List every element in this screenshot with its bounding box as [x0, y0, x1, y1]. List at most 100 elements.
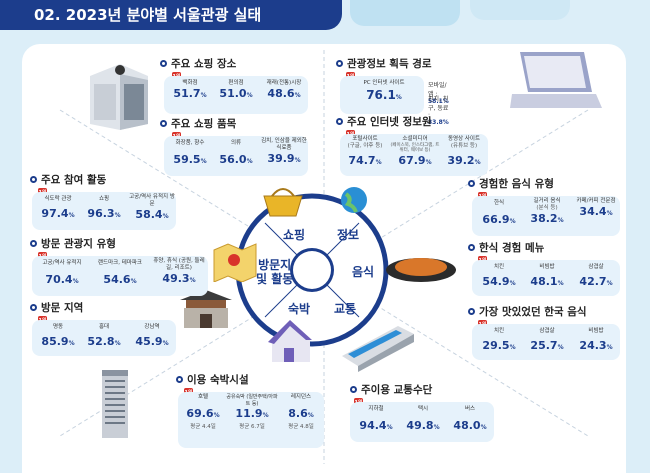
bullet-icon — [30, 240, 37, 247]
stat-label: 홍대 — [98, 324, 110, 330]
stat-unit: % — [114, 340, 121, 347]
section-title: 관광정보 획득 경로 — [336, 56, 432, 71]
stat-sub: (유튜브 등) — [450, 143, 478, 149]
section-title: 방문 지역 — [30, 300, 83, 315]
stat-box — [32, 256, 208, 296]
stat-label: 명동 — [52, 324, 64, 330]
stat-item: 화장품, 향수 59.5% — [168, 140, 212, 168]
stat-item: 비빔밥 24.3% — [572, 328, 620, 354]
stat-box — [164, 76, 308, 114]
stat-label: 카페/커피 전문점 — [576, 198, 616, 204]
stat-unit: % — [114, 212, 121, 219]
section-title: 한식 경험 메뉴 — [468, 240, 544, 255]
stat-value: 8.6 — [288, 407, 308, 420]
stat-label: 김치, 인삼을 제외한 식료품 — [261, 138, 307, 151]
stat-item: 치킨 29.5% — [476, 328, 522, 354]
hub-lodging: 숙박 — [288, 302, 311, 316]
bullet-icon — [336, 60, 343, 67]
stat-item: 식도락 관광 97.4% — [36, 196, 80, 222]
section-title-text: 주요 쇼핑 장소 — [171, 58, 237, 70]
stat-item: 강남역 45.9% — [128, 324, 176, 350]
stat-label: 삼겹살 — [588, 264, 604, 270]
stat-unit: % — [606, 344, 613, 351]
stat-sub: (페이스북, 인스타그램, 트위터, 웨이보 등) — [390, 143, 440, 153]
stat-item: PC 인터넷 사이트 76.1% — [344, 80, 424, 104]
stat-value: 49.8 — [406, 419, 434, 432]
stat-label: 동영상 사이트 — [447, 136, 481, 142]
stat-item: 소셜미디어 (페이스북, 인스타그램, 트위터, 웨이보 등) 67.9% — [390, 136, 440, 169]
section-title: 주요 쇼핑 품목 — [160, 116, 236, 131]
bullet-icon — [468, 244, 475, 251]
hub-visit-line1: 방문지 — [258, 258, 292, 272]
stat-unit: % — [68, 340, 75, 347]
stat-item: 고궁/역사 유적지 방문 58.4% — [128, 194, 176, 223]
stat-value: 96.3 — [87, 207, 115, 220]
stat-box — [164, 136, 308, 176]
stat-value: 97.4 — [41, 207, 69, 220]
hub-visit-line2: 및 활동 — [256, 272, 294, 286]
section-title-text: 가장 맛있었던 한국 음식 — [479, 306, 587, 318]
section-title-text: 방문 지역 — [41, 302, 84, 314]
stat-unit: % — [189, 277, 196, 284]
section-title-text: 경험한 음식 유형 — [479, 178, 554, 190]
stat-value: 69.6 — [186, 407, 214, 420]
stat-box — [472, 260, 620, 296]
stat-value: 52.8 — [87, 335, 115, 348]
channel-label: 모바일/앱 : — [428, 82, 447, 98]
stat-item: 쇼핑 96.3% — [82, 196, 126, 222]
stat-unit: % — [307, 412, 314, 419]
stat-label: 고궁/역사 유적지 — [42, 260, 82, 266]
stat-unit: % — [433, 424, 440, 431]
stat-unit: % — [68, 212, 75, 219]
stat-item: 길거리 음식 (분식 등) 38.2% — [524, 198, 570, 227]
stat-item: 포털사이트 (구글, 야후 등) 74.7% — [340, 136, 390, 169]
map-icon — [213, 243, 257, 282]
stat-value: 70.4 — [45, 273, 73, 286]
page-title: 02. 2023년 분야별 서울관광 실태 — [34, 6, 262, 24]
stat-value: 54.6 — [103, 273, 131, 286]
bullet-icon — [350, 386, 357, 393]
food-plate-illustration — [386, 258, 456, 282]
stat-value: 38.2 — [530, 212, 558, 225]
stat-label: 길거리 음식 — [533, 198, 561, 204]
stat-item: 버스 48.0% — [446, 406, 494, 434]
stat-box — [340, 134, 488, 176]
stat-unit: % — [246, 92, 253, 99]
stat-value: 48.6 — [267, 87, 295, 100]
bullet-icon — [160, 60, 167, 67]
hub-visit: 방문지 및 활동 — [256, 258, 293, 286]
stat-value: 76.1 — [366, 88, 396, 102]
stat-unit: % — [72, 278, 79, 285]
stat-item: 비빔밥 48.1% — [524, 264, 570, 290]
stat-value: 94.4 — [359, 419, 387, 432]
stat-label: 치킨 — [493, 264, 505, 270]
stat-label: 비빔밥 — [539, 264, 555, 270]
stat-label: 치킨 — [493, 328, 505, 334]
stat-unit: % — [395, 94, 402, 101]
stat-item: 백화점 51.7% — [168, 80, 212, 102]
stat-value: 49.3 — [162, 272, 190, 285]
stat-value: 67.9 — [398, 154, 426, 167]
stat-unit: % — [294, 157, 301, 164]
stat-unit: % — [557, 344, 564, 351]
stat-label: 포털사이트 — [352, 136, 378, 142]
hub-food: 음식 — [352, 265, 375, 279]
hub-info: 정보 — [337, 228, 360, 242]
stat-label: 식도락 관광 — [44, 196, 72, 202]
section-title-text: 주요 인터넷 정보원 — [347, 116, 432, 128]
stat-item: 김치, 인삼을 제외한 식료품 39.9% — [260, 138, 308, 167]
section-title-text: 관광정보 획득 경로 — [347, 58, 432, 70]
section-title: 주요 참여 활동 — [30, 172, 106, 187]
stat-label: 랜드마크, 테마파크 — [98, 260, 142, 266]
stat-label: 지하철 — [368, 406, 384, 412]
stat-label: 화장품, 향수 — [175, 140, 205, 146]
stat-label: 삼겹살 — [539, 328, 555, 334]
stat-item: 한식 66.9% — [476, 200, 522, 228]
stat-nights: 평균 6.7일 — [239, 424, 265, 430]
stat-box — [340, 76, 424, 114]
stat-item: 호텔 69.6% 평균 4.4일 — [180, 394, 226, 431]
stat-item: 카페/커피 전문점 34.4% — [572, 198, 620, 220]
stat-box — [32, 320, 176, 356]
section-title: 방문 관광지 유형 — [30, 236, 116, 251]
globe-icon — [341, 187, 367, 213]
